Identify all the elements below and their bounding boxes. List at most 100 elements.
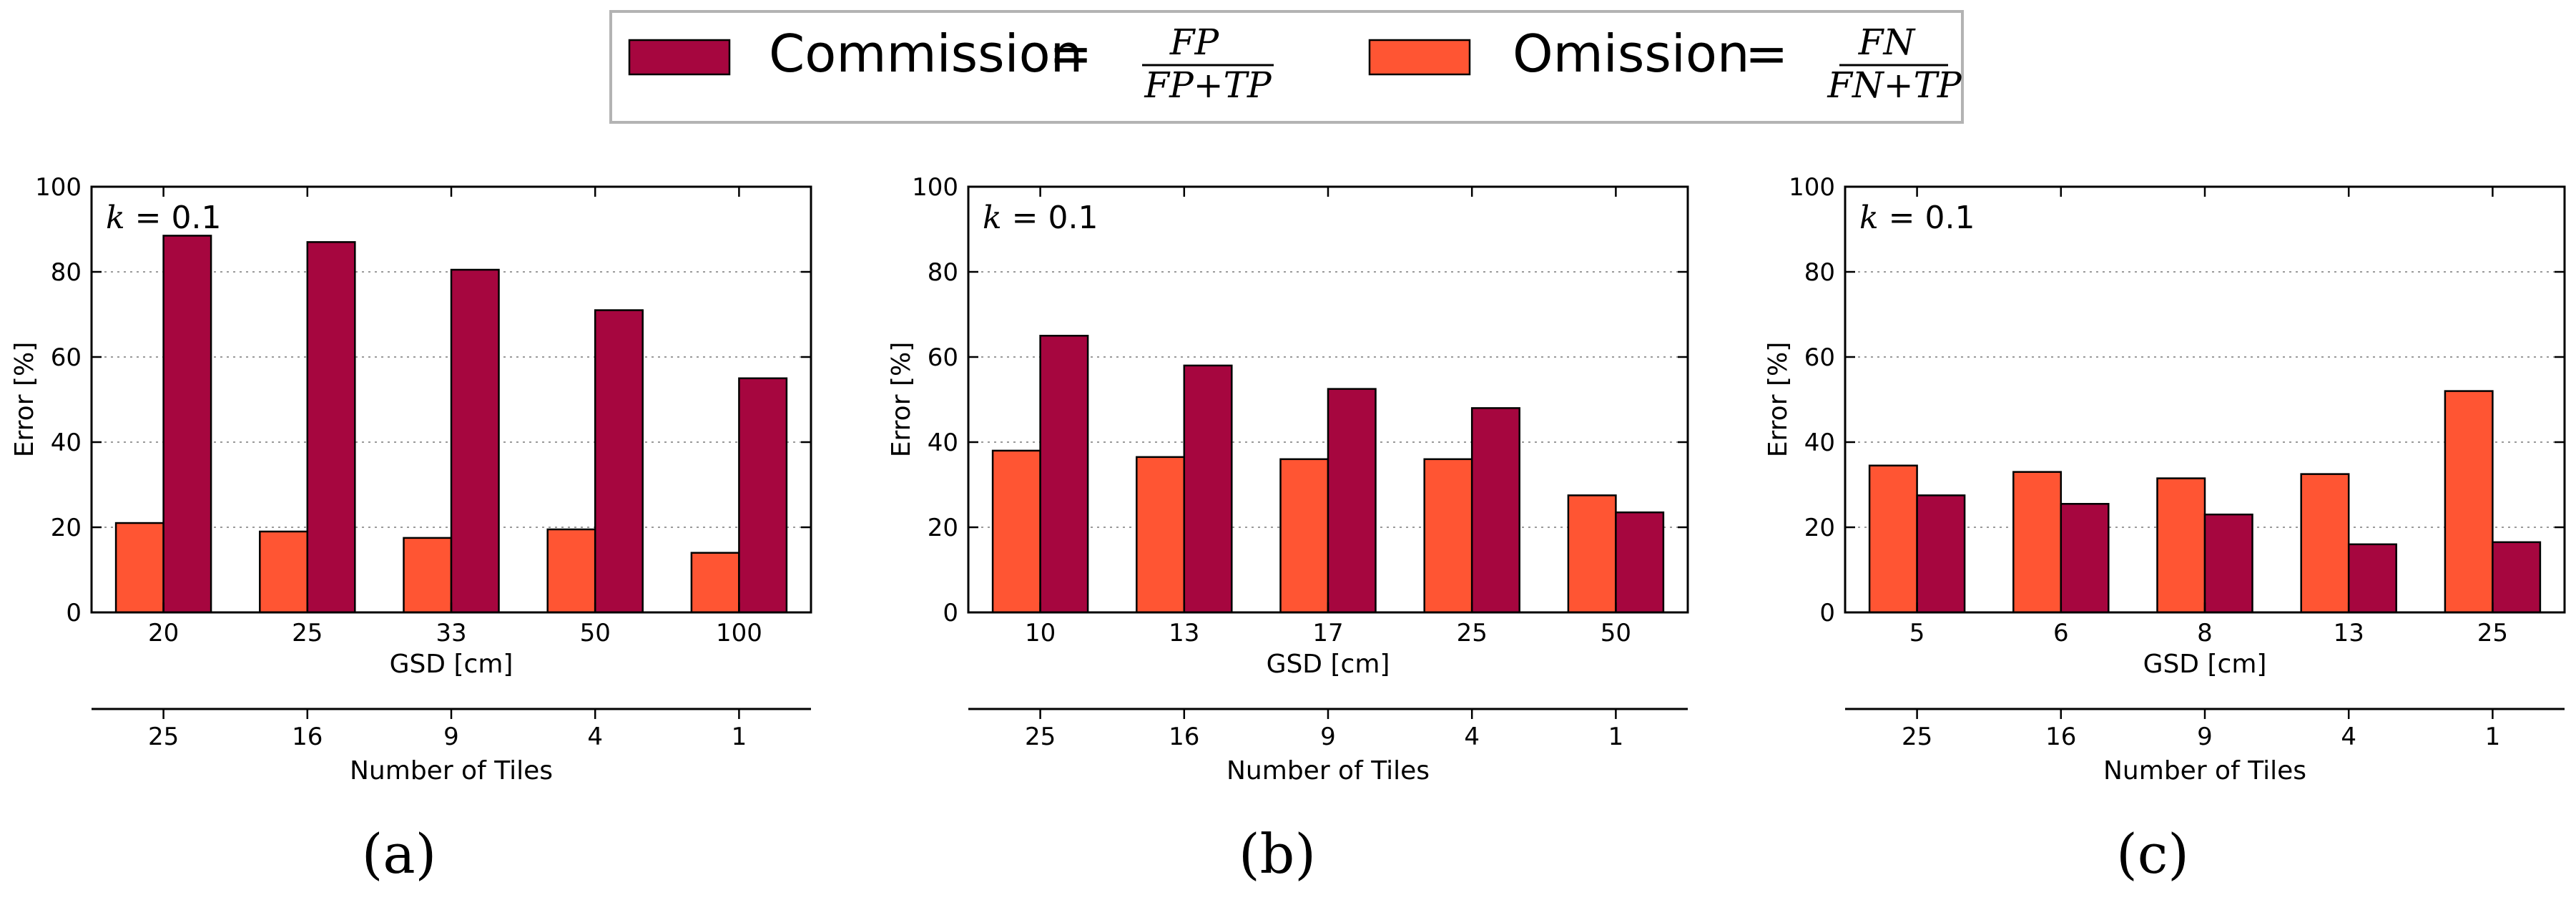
bar-omission-10 (991, 449, 1041, 614)
y-tick-label: 60 (1804, 343, 1835, 372)
bar-commission-25 (1470, 407, 1520, 614)
x-tick-label: 25 (2477, 619, 2508, 647)
bar-commission-100 (738, 377, 788, 614)
k-symbol: k (1859, 200, 1879, 236)
bar-commission-50 (594, 309, 644, 614)
y-tick-label: 20 (51, 514, 82, 542)
y-axis-label: Error [%] (1764, 342, 1793, 458)
k-annotation: k = 0.1 (1859, 200, 1975, 236)
x2-tick-label: 1 (2485, 723, 2501, 751)
y-tick-label: 0 (1819, 599, 1835, 627)
bar-commission-25 (306, 241, 356, 614)
bar-commission-8 (2203, 513, 2253, 614)
x2-tick-label: 25 (1902, 723, 1932, 751)
x-tick-label: 20 (148, 619, 179, 647)
y-tick-label: 20 (928, 514, 958, 542)
y-tick-label: 80 (928, 258, 958, 287)
y-axis-label: Error [%] (10, 342, 39, 458)
k-value: = 0.1 (125, 200, 222, 236)
bar-commission-6 (2060, 503, 2110, 614)
bar-commission-10 (1039, 335, 1089, 614)
x-tick-label: 10 (1025, 619, 1056, 647)
bar-omission-50 (546, 528, 596, 614)
bar-commission-25 (2492, 541, 2542, 614)
bar-omission-17 (1279, 458, 1329, 614)
k-annotation: k = 0.1 (983, 200, 1098, 236)
y-tick-label: 0 (66, 599, 82, 627)
y-tick-label: 100 (1789, 173, 1835, 202)
x-axis-label: GSD [cm] (390, 650, 513, 679)
legend-label-commission: Commission (769, 24, 1083, 84)
y-tick-label: 80 (51, 258, 82, 287)
panel-label: (a) (362, 822, 437, 886)
legend-swatch-omission (1368, 39, 1471, 76)
bar-omission-100 (690, 552, 740, 614)
x-tick-label: 50 (1601, 619, 1631, 647)
y-axis-label: Error [%] (887, 342, 916, 458)
bar-commission-50 (1615, 511, 1665, 614)
bar-omission-8 (2156, 477, 2206, 614)
x2-tick-label: 4 (1464, 723, 1480, 751)
legend-numerator-commission: FP (1169, 21, 1220, 63)
x2-tick-label: 16 (1169, 723, 1199, 751)
y-tick-label: 40 (51, 429, 82, 457)
x-tick-label: 13 (1169, 619, 1199, 647)
x-axis-label: GSD [cm] (2143, 650, 2267, 679)
k-value: = 0.1 (1002, 200, 1098, 236)
y-tick-label: 40 (1804, 429, 1835, 457)
bar-commission-20 (162, 235, 212, 614)
bar-commission-33 (450, 268, 500, 614)
bar-commission-13 (2347, 543, 2397, 614)
y-tick-label: 60 (51, 343, 82, 372)
x2-tick-label: 1 (1608, 723, 1624, 751)
x-tick-label: 25 (292, 619, 323, 647)
x2-tick-label: 4 (587, 723, 603, 751)
y-tick-label: 100 (35, 173, 82, 202)
bar-omission-13 (2300, 473, 2350, 614)
x-tick-label: 6 (2053, 619, 2069, 647)
x2-tick-label: 16 (292, 723, 323, 751)
legend-numerator-omission: FN (1858, 21, 1917, 63)
bar-commission-17 (1327, 388, 1377, 614)
bar-omission-25 (259, 530, 309, 614)
legend-equals-omission: = (1745, 24, 1788, 84)
legend-swatch-commission (628, 39, 731, 76)
chart-panel-b: 0 20 40 60 80 100 Error [%] 10 13 17 25 50 GSD [cm] 2… (887, 173, 1689, 886)
x-tick-label: 5 (1909, 619, 1925, 647)
legend: Commission = FP FP+TP Omission = FN FN+T… (609, 10, 1964, 124)
bar-omission-6 (2012, 471, 2063, 614)
k-symbol: k (983, 200, 1002, 236)
x-tick-label: 33 (436, 619, 466, 647)
x2-tick-label: 4 (2341, 723, 2356, 751)
bar-omission-25 (2444, 390, 2494, 614)
x2-axis-label: Number of Tiles (2103, 756, 2306, 786)
k-annotation: k = 0.1 (106, 200, 222, 236)
x2-axis-label: Number of Tiles (350, 756, 553, 786)
y-tick-label: 0 (943, 599, 958, 627)
bar-omission-5 (1868, 464, 1918, 614)
bar-omission-50 (1567, 494, 1617, 614)
chart-panel-c: 0 20 40 60 80 100 Error [%] 5 6 8 13 25 GSD [cm] 25 16… (1764, 173, 2566, 886)
bar-omission-33 (403, 537, 453, 614)
k-value: = 0.1 (1879, 200, 1975, 236)
x2-tick-label: 9 (2197, 723, 2213, 751)
legend-equals-commission: = (1049, 24, 1092, 84)
x2-tick-label: 9 (1320, 723, 1336, 751)
panel-label: (b) (1239, 822, 1316, 886)
y-tick-label: 80 (1804, 258, 1835, 287)
x-tick-label: 100 (716, 619, 762, 647)
y-tick-label: 40 (928, 429, 958, 457)
chart-panel-a: 0 20 40 60 80 100 Error [%] 20 25 33 50 100 GSD [cm]… (10, 173, 812, 886)
bar-commission-13 (1183, 364, 1233, 614)
x2-tick-label: 16 (2045, 723, 2076, 751)
legend-label-omission: Omission (1513, 24, 1750, 84)
k-symbol: k (106, 200, 125, 236)
bar-omission-25 (1423, 458, 1473, 614)
x-tick-label: 17 (1312, 619, 1343, 647)
bar-omission-20 (114, 522, 164, 614)
x2-tick-label: 25 (148, 723, 179, 751)
x-tick-label: 8 (2197, 619, 2213, 647)
x2-tick-label: 9 (443, 723, 459, 751)
